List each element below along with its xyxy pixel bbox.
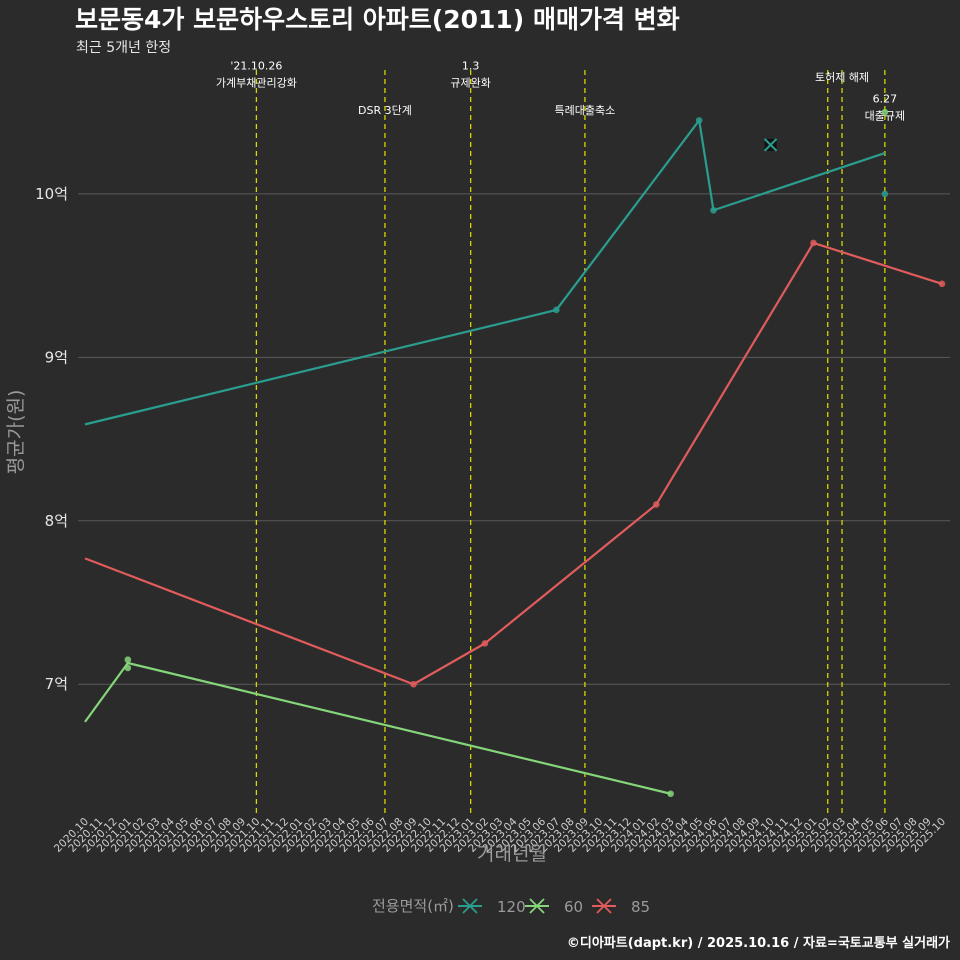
event-label: 특례대출축소 [555, 104, 616, 117]
data-point-120 [710, 206, 717, 214]
x-axis-title: 거래년월 [477, 843, 547, 865]
event-label: 토허제 해제 [815, 70, 869, 84]
legend-label-85: 85 [631, 898, 650, 916]
data-point-85 [481, 640, 489, 647]
legend: 전용면적(㎡) 120 60 85 [372, 897, 650, 916]
y-tick-label: 9억 [45, 348, 68, 366]
chart-caption: ©디아파트(dapt.kr) / 2025.10.16 / 자료=국토교통부 실… [567, 935, 950, 951]
y-axis-title: 평균가(원) [5, 390, 27, 475]
series-line-60 [84, 661, 671, 795]
event-label: 대출규제 [865, 109, 905, 122]
chart-title: 보문동4가 보문하우스토리 아파트(2011) 매매가격 변화 [75, 5, 680, 34]
series-line-120 [84, 119, 886, 426]
y-tick-label: 7억 [45, 675, 68, 693]
event-label: '21.10.26 [230, 60, 282, 73]
data-point-60 [124, 664, 132, 672]
y-tick-label: 10억 [35, 185, 68, 203]
data-point-120 [553, 306, 560, 314]
event-label: 1.3 [462, 60, 480, 73]
data-point-60 [881, 108, 889, 116]
legend-key-cross-120 [462, 898, 478, 914]
data-point-60 [667, 790, 674, 798]
data-point-85 [653, 501, 660, 508]
data-point-85 [410, 680, 417, 688]
legend-key-cross-85 [596, 898, 612, 914]
legend-label-60: 60 [564, 898, 583, 916]
event-label: 규제완화 [450, 77, 490, 90]
data-point-60 [124, 656, 132, 664]
data-point-120 [695, 117, 703, 124]
data-point-85 [938, 280, 946, 288]
series-line-85 [84, 241, 943, 686]
event-label: 6.27 [873, 92, 898, 105]
event-label: DSR 3단계 [358, 104, 412, 117]
data-point-85 [810, 239, 817, 247]
legend-title: 전용면적(㎡) [372, 897, 454, 915]
event-label: 가계부채관리강화 [216, 77, 297, 90]
y-tick-label: 8억 [45, 512, 68, 530]
legend-label-120: 120 [497, 898, 526, 916]
data-point-120 [881, 190, 889, 198]
cross-marker-120 [763, 138, 778, 152]
legend-key-cross-60 [529, 898, 545, 914]
chart-subtitle: 최근 5개년 한정 [76, 40, 171, 56]
